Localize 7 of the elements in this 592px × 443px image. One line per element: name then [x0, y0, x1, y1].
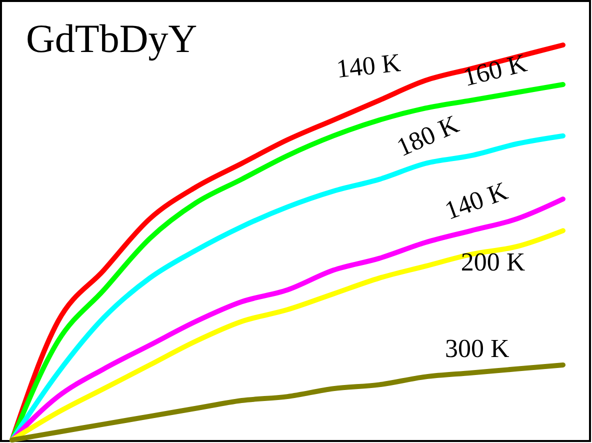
text: 140 K [441, 176, 512, 226]
text: 160 K [460, 48, 530, 92]
text: 180 K [392, 109, 464, 162]
series-label: 200 K [460, 248, 526, 277]
series-label: 300 K [444, 334, 510, 363]
text: 140 K [334, 48, 402, 84]
chart-title: GdTbDyY [26, 16, 198, 61]
